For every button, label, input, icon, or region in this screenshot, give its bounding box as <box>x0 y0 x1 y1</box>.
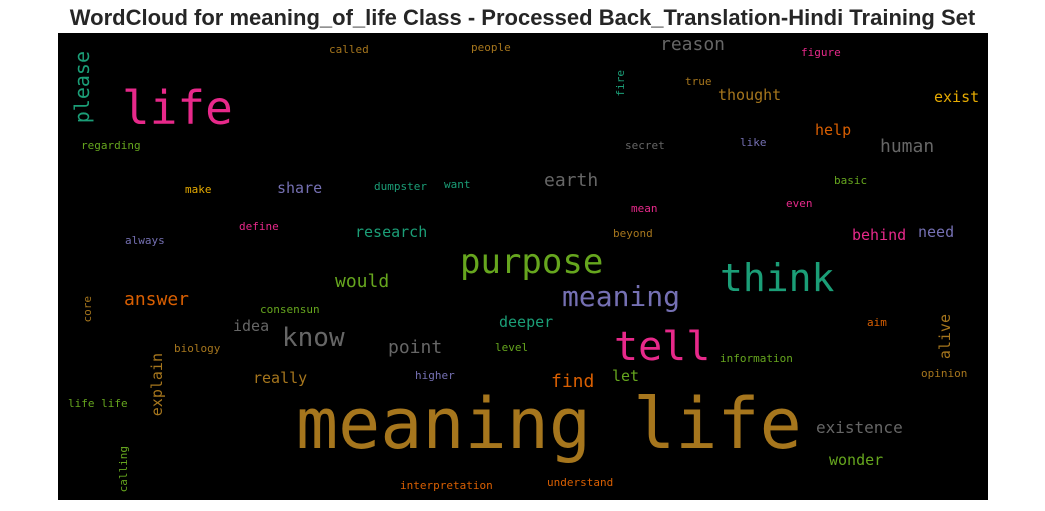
word-find: find <box>551 371 595 392</box>
word-tell: tell <box>614 324 711 370</box>
word-always: always <box>125 234 165 247</box>
word-help: help <box>815 121 852 139</box>
word-alive: alive <box>936 314 954 360</box>
word-earth: earth <box>544 170 599 191</box>
word-reason: reason <box>660 34 726 55</box>
word-thought: thought <box>718 86 782 104</box>
chart-title: WordCloud for meaning_of_life Class - Pr… <box>69 5 976 30</box>
word-regarding: regarding <box>81 139 141 152</box>
word-existence: existence <box>816 418 903 437</box>
word-secret: secret <box>625 139 665 152</box>
word-behind: behind <box>852 226 907 244</box>
word-even: even <box>786 197 813 210</box>
word-meaning-life: meaning life <box>296 383 802 465</box>
word-true: true <box>685 75 712 88</box>
word-life: life <box>122 81 233 135</box>
word-share: share <box>277 179 323 197</box>
word-define: define <box>239 220 279 233</box>
word-information: information <box>720 352 793 365</box>
word-explain: explain <box>148 353 166 417</box>
word-please: please <box>70 51 94 124</box>
word-consensun: consensun <box>260 303 320 316</box>
word-calling: calling <box>117 446 130 493</box>
word-basic: basic <box>834 174 868 187</box>
word-fire: fire <box>614 70 627 97</box>
wordcloud-canvas: meaning life life tell think purpose meaning k… <box>58 33 988 500</box>
word-opinion: opinion <box>921 367 968 380</box>
word-human: human <box>880 136 935 157</box>
word-need: need <box>918 223 955 241</box>
word-called: called <box>329 43 369 56</box>
word-make: make <box>185 183 212 196</box>
word-think: think <box>720 256 835 300</box>
word-biology: biology <box>174 342 221 355</box>
word-know: know <box>282 323 345 353</box>
word-people: people <box>471 41 511 54</box>
word-core: core <box>81 296 94 323</box>
word-higher: higher <box>415 369 455 382</box>
word-purpose: purpose <box>460 242 604 282</box>
word-interpretation: interpretation <box>400 479 493 492</box>
word-let: let <box>612 367 640 385</box>
word-aim: aim <box>867 316 887 329</box>
word-research: research <box>355 223 428 241</box>
word-dumpster: dumpster <box>374 180 427 193</box>
word-level: level <box>495 341 529 354</box>
word-idea: idea <box>233 317 270 335</box>
word-figure: figure <box>801 46 841 59</box>
word-want: want <box>444 178 471 191</box>
word-understand: understand <box>547 476 614 489</box>
word-point: point <box>388 337 443 358</box>
word-beyond: beyond <box>613 227 653 240</box>
word-really: really <box>253 369 308 387</box>
word-wonder: wonder <box>829 451 884 469</box>
word-exist: exist <box>934 88 980 106</box>
word-deeper: deeper <box>499 313 554 331</box>
word-meaning: meaning <box>562 280 681 313</box>
word-answer: answer <box>124 289 190 310</box>
word-like: like <box>740 136 767 149</box>
word-life-life: life life <box>68 397 128 410</box>
word-mean: mean <box>631 202 658 215</box>
word-would: would <box>335 271 390 292</box>
